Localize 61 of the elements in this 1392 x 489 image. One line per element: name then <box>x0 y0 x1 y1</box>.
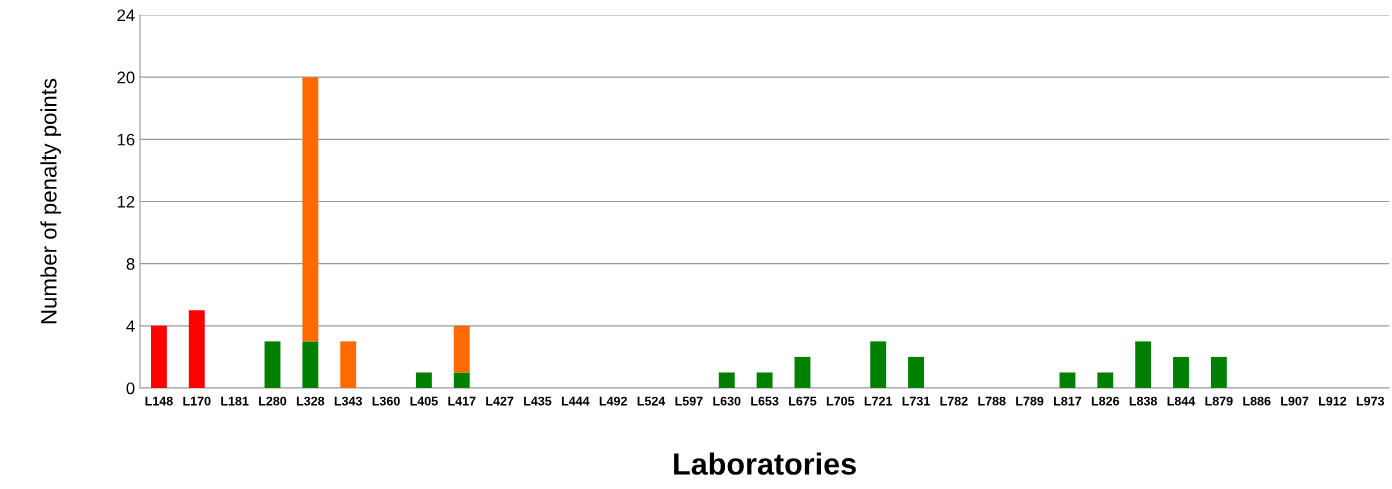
bar <box>1097 372 1114 388</box>
bar <box>302 341 319 388</box>
bar <box>1210 356 1227 388</box>
x-tick-label: L844 <box>1167 396 1196 406</box>
y-tick-label: 20 <box>117 71 135 84</box>
bar <box>1059 372 1076 388</box>
bar <box>150 325 167 388</box>
x-tick-label: L782 <box>940 396 968 406</box>
x-tick-label: L973 <box>1356 396 1385 406</box>
x-tick-label: L817 <box>1054 396 1082 406</box>
x-tick-label: L721 <box>864 396 893 406</box>
x-tick-label: L886 <box>1243 396 1271 406</box>
bar <box>340 341 357 388</box>
x-tick-label: L343 <box>334 396 362 406</box>
x-tick-label: L907 <box>1281 396 1309 406</box>
x-tick-label: L705 <box>826 396 855 406</box>
x-tick-label: L675 <box>789 396 817 406</box>
bar <box>415 372 432 388</box>
x-tick-label: L181 <box>221 396 249 406</box>
x-tick-label: L912 <box>1319 396 1347 406</box>
bar <box>453 325 470 373</box>
y-axis-title: Number of penalty points <box>40 78 62 324</box>
x-tick-label: L653 <box>751 396 779 406</box>
y-tick-label: 4 <box>126 320 135 332</box>
y-tick-label: 12 <box>117 195 135 208</box>
y-tick-label: 16 <box>117 133 135 146</box>
y-tick-label: 8 <box>126 258 135 270</box>
bar <box>264 341 281 388</box>
x-tick-label: L427 <box>486 396 514 406</box>
x-tick-label: L417 <box>448 396 476 406</box>
x-tick-label: L788 <box>978 396 1006 406</box>
x-tick-label: L360 <box>372 396 400 406</box>
x-tick-label: L826 <box>1091 396 1120 406</box>
x-tick-label: L405 <box>410 396 438 406</box>
bar <box>302 77 319 342</box>
x-tick-label: L492 <box>599 396 627 406</box>
bar <box>756 372 773 388</box>
x-tick-label: L597 <box>675 396 703 406</box>
y-tick-label: 24 <box>117 9 135 22</box>
x-tick-label: L280 <box>259 396 287 406</box>
bar <box>453 372 470 388</box>
bar <box>794 356 811 388</box>
bar <box>1135 341 1152 388</box>
x-tick-label: L789 <box>1016 396 1044 406</box>
bar <box>870 341 887 388</box>
bar <box>188 310 205 388</box>
x-tick-label: L148 <box>145 396 173 406</box>
y-tick-label: 0 <box>126 382 135 395</box>
x-tick-label: L630 <box>713 396 741 406</box>
bar <box>908 356 924 388</box>
x-tick-label: L170 <box>183 396 211 406</box>
x-tick-label: L838 <box>1129 396 1158 406</box>
x-tick-label: L524 <box>637 396 666 406</box>
bar <box>718 372 735 388</box>
x-tick-label: L435 <box>524 396 552 406</box>
x-tick-label: L879 <box>1205 396 1233 406</box>
x-tick-label: L328 <box>296 396 325 406</box>
bar <box>1173 356 1189 388</box>
x-tick-label: L731 <box>902 396 930 406</box>
x-tick-label: L444 <box>561 396 590 406</box>
x-axis-title: Laboratories <box>674 452 856 475</box>
